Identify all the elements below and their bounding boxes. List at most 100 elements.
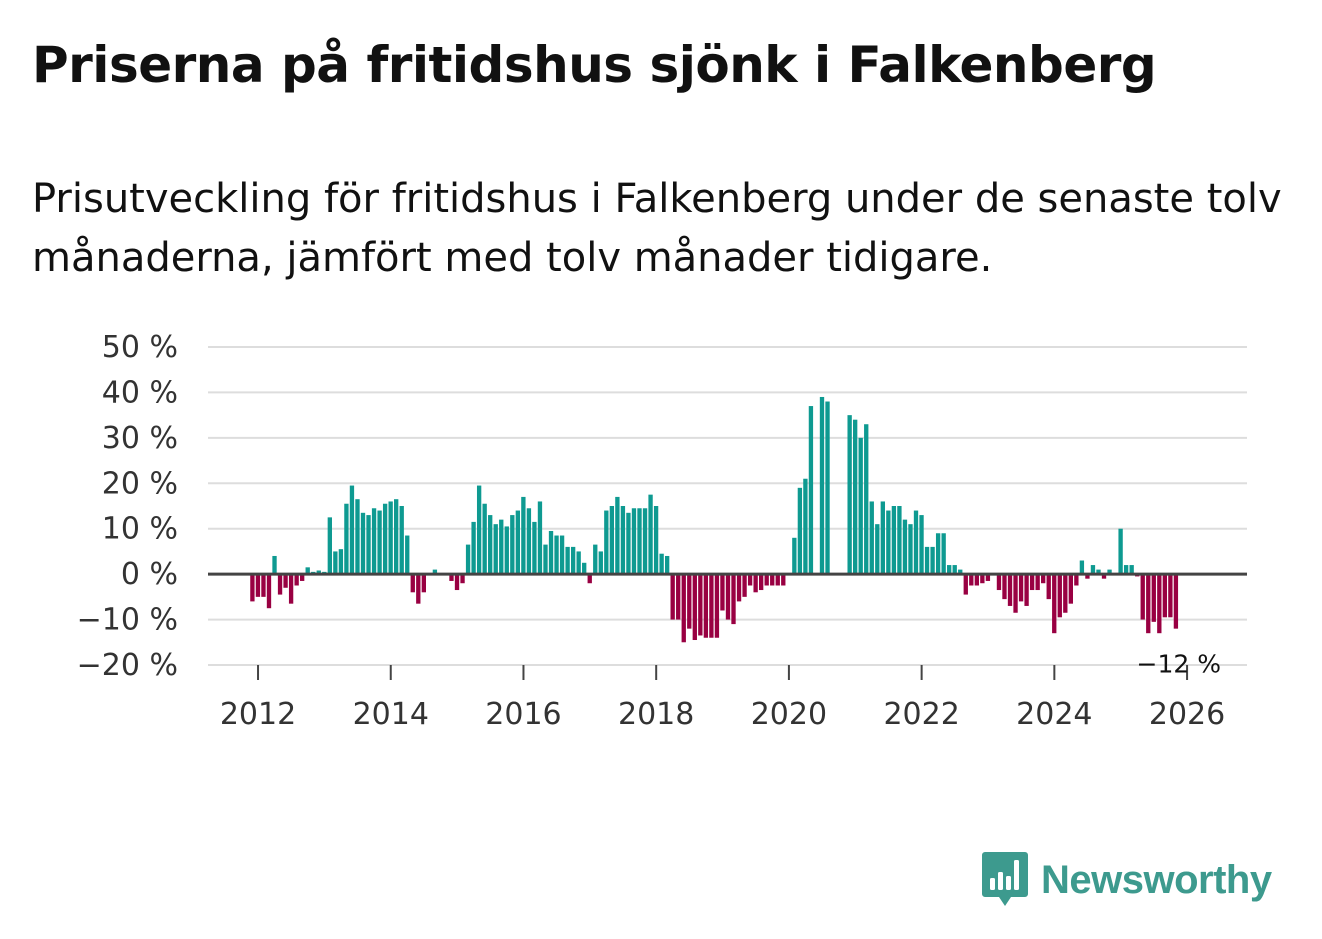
bar <box>897 506 902 575</box>
last-value-label: −12 % <box>1137 650 1221 679</box>
bar <box>847 415 852 575</box>
y-tick-label: 20 % <box>102 466 178 501</box>
bar <box>653 506 659 575</box>
x-tick-label: 2022 <box>883 697 959 732</box>
bar <box>1024 574 1029 606</box>
bar <box>1096 569 1101 575</box>
bar <box>880 501 885 575</box>
bar <box>1107 569 1112 575</box>
axis-labels: 50 % 40 % 30 % 20 % 10 % 0 % −10 % −20 % 2012 201… <box>77 330 1226 732</box>
bar <box>626 512 631 575</box>
bar <box>902 519 908 575</box>
bar <box>753 574 758 593</box>
bar <box>681 574 686 643</box>
x-tick-label: 2020 <box>751 697 827 732</box>
newsworthy-logo-icon <box>982 852 1028 906</box>
bar <box>532 521 537 575</box>
x-tick-label: 2012 <box>220 697 296 732</box>
bar <box>316 570 321 575</box>
bar <box>631 508 637 575</box>
x-tick-label: 2018 <box>618 697 694 732</box>
bar <box>288 574 294 604</box>
y-tick-label: 40 % <box>102 375 178 410</box>
bar <box>720 574 725 611</box>
bar <box>488 515 493 575</box>
bar <box>565 546 570 575</box>
bar <box>803 478 808 575</box>
bar <box>947 565 952 575</box>
bar <box>499 519 504 575</box>
y-tick-label: 50 % <box>102 330 178 365</box>
bar <box>1140 574 1145 620</box>
bar <box>935 533 941 575</box>
bar <box>504 526 509 575</box>
bar <box>913 510 919 575</box>
bar <box>388 501 393 575</box>
bar <box>460 574 465 584</box>
bar <box>1146 574 1151 634</box>
bar <box>687 574 692 629</box>
bar <box>908 524 913 575</box>
bar <box>1041 574 1046 584</box>
bar <box>333 551 338 575</box>
bar <box>1157 574 1162 634</box>
bar <box>930 546 935 575</box>
bar <box>1035 574 1040 591</box>
bar <box>449 574 454 581</box>
bar <box>709 574 714 638</box>
bar <box>1168 574 1173 618</box>
bar <box>521 496 526 575</box>
x-tick-label: 2024 <box>1016 697 1092 732</box>
bar <box>963 574 968 595</box>
bar <box>869 501 874 575</box>
x-tick-label: 2014 <box>353 697 429 732</box>
bar <box>344 503 349 575</box>
bar <box>1013 574 1018 613</box>
bar <box>1052 574 1057 634</box>
bar <box>582 562 587 575</box>
bar <box>1118 528 1123 575</box>
bar <box>559 535 565 575</box>
bar <box>747 574 753 586</box>
bar <box>377 510 382 575</box>
bar <box>1162 574 1168 618</box>
bar <box>615 496 620 575</box>
bar <box>277 574 283 595</box>
bar <box>1063 574 1068 613</box>
bar <box>764 574 769 586</box>
bar <box>338 549 344 575</box>
bar <box>399 506 404 575</box>
bar <box>1018 574 1024 602</box>
bar <box>692 574 697 641</box>
chart-subtitle: Prisutveckling för fritidshus i Falkenbe… <box>32 176 1282 281</box>
bar <box>792 537 797 575</box>
bar <box>543 544 548 575</box>
bar <box>1057 574 1062 618</box>
bars <box>250 396 1179 643</box>
bar <box>272 555 277 575</box>
bar <box>664 555 670 575</box>
bar <box>570 546 576 575</box>
bar <box>858 437 863 575</box>
bar <box>554 535 559 575</box>
bar <box>327 517 332 575</box>
bar <box>266 574 272 609</box>
bar <box>620 506 626 575</box>
bar <box>698 574 703 636</box>
bar <box>294 574 299 586</box>
bar <box>537 501 543 575</box>
bar <box>576 551 581 575</box>
y-tick-label: 30 % <box>102 421 178 456</box>
bar <box>1151 574 1156 622</box>
bar <box>471 521 476 575</box>
bar <box>980 574 985 584</box>
bar <box>941 533 946 575</box>
bar <box>1002 574 1007 600</box>
bar <box>360 512 366 575</box>
bar <box>648 494 653 575</box>
bar <box>676 574 681 620</box>
bar <box>283 574 288 588</box>
bar <box>349 485 355 575</box>
bar <box>969 574 974 586</box>
bar <box>637 508 642 575</box>
